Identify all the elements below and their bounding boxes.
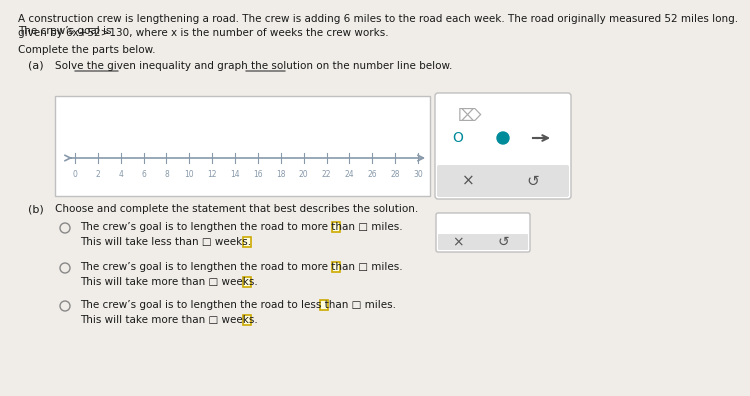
Circle shape [497,132,509,144]
Text: The crew’s goal is to lengthen the road to more than □ miles.: The crew’s goal is to lengthen the road … [80,222,403,232]
FancyBboxPatch shape [243,315,251,325]
Text: 30: 30 [413,170,423,179]
FancyBboxPatch shape [438,234,528,250]
Text: This will take less than □ weeks.: This will take less than □ weeks. [80,237,251,247]
Text: Solve the given inequality and graph the solution on the number line below.: Solve the given inequality and graph the… [55,61,452,71]
FancyBboxPatch shape [435,93,571,199]
Text: 0: 0 [73,170,77,179]
FancyBboxPatch shape [437,165,569,197]
Text: ↺: ↺ [497,235,508,249]
Text: This will take more than □ weeks.: This will take more than □ weeks. [80,277,258,287]
Text: 18: 18 [276,170,286,179]
Text: This will take more than □ weeks.: This will take more than □ weeks. [80,315,258,325]
Text: The crew’s goal is to lengthen the road to more than □ miles.: The crew’s goal is to lengthen the road … [80,262,403,272]
FancyBboxPatch shape [436,213,530,252]
FancyBboxPatch shape [243,277,251,287]
Text: ×: × [452,235,464,249]
Text: (a): (a) [28,61,44,71]
Text: 24: 24 [344,170,354,179]
FancyBboxPatch shape [243,237,251,247]
Text: 4: 4 [118,170,123,179]
Text: ↺: ↺ [526,173,539,188]
FancyBboxPatch shape [320,300,328,310]
Text: 20: 20 [298,170,308,179]
Text: 14: 14 [230,170,240,179]
Text: ⌦: ⌦ [458,107,482,125]
Text: 12: 12 [208,170,217,179]
Text: A construction crew is lengthening a road. The crew is adding 6 miles to the roa: A construction crew is lengthening a roa… [18,14,738,36]
Text: 8: 8 [164,170,169,179]
Text: O: O [452,131,464,145]
Text: Complete the parts below.: Complete the parts below. [18,45,155,55]
Text: given by 6x+52>130, where x is the number of weeks the crew works.: given by 6x+52>130, where x is the numbe… [18,28,388,38]
Text: 28: 28 [391,170,400,179]
Text: 16: 16 [253,170,262,179]
Text: 26: 26 [368,170,377,179]
Text: 10: 10 [184,170,194,179]
Text: ×: × [461,173,474,188]
Text: Choose and complete the statement that best describes the solution.: Choose and complete the statement that b… [55,204,419,214]
FancyBboxPatch shape [332,222,340,232]
Text: (b): (b) [28,204,44,214]
FancyBboxPatch shape [332,262,340,272]
Text: The crew’s goal is to lengthen the road to less than □ miles.: The crew’s goal is to lengthen the road … [80,300,396,310]
Text: 2: 2 [95,170,100,179]
Text: 6: 6 [141,170,146,179]
FancyBboxPatch shape [55,96,430,196]
Text: 22: 22 [322,170,332,179]
